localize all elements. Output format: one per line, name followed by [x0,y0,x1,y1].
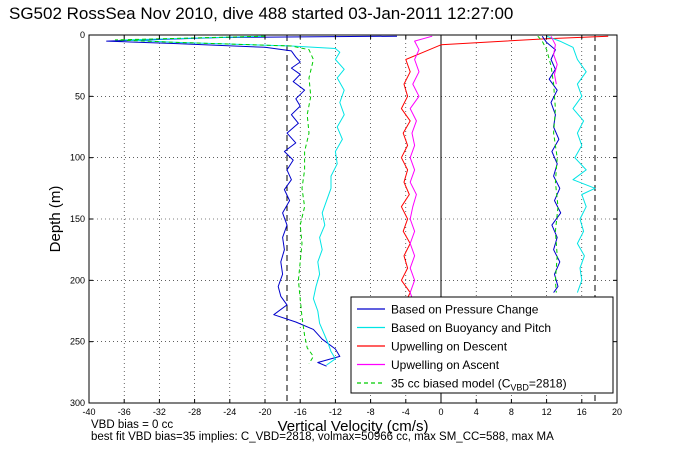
series-descent-line [400,35,609,342]
series-buoyancy-line [546,35,596,293]
series-model-line [114,35,314,364]
legend: Based on Pressure Change Based on Buoyanc… [350,296,614,394]
x-axis-ticks: -40 -36 -32 -28 -24 -20 -16 -12 -8 -4 0 4 8 12 16 20 [82,35,622,417]
x-tick-label: -36 [118,407,131,417]
series-ascent-line [550,35,558,85]
series-buoyancy-line [123,35,345,366]
x-tick-label: -32 [153,407,166,417]
x-tick-label: -20 [258,407,271,417]
chart-title: SG502 RossSea Nov 2010, dive 488 started… [9,4,514,23]
legend-label-buoyancy: Based on Buoyancy and Pitch [391,321,551,335]
series-pressure-line [106,35,398,367]
y-tick-label: 100 [70,153,85,163]
x-tick-label: -8 [367,407,375,417]
x-tick-label: 4 [474,407,479,417]
x-tick-label: 0 [438,407,443,417]
y-tick-label: 300 [70,398,85,408]
legend-box [350,296,614,394]
x-tick-label: -28 [188,407,201,417]
y-tick-label: 250 [70,337,85,347]
x-axis-label: Vertical Velocity (cm/s) [278,418,429,435]
x-tick-label: 16 [577,407,587,417]
y-axis-ticks: 0 50 100 150 200 250 300 [70,30,617,408]
legend-label-pressure: Based on Pressure Change [391,303,539,317]
x-tick-label: 20 [612,407,622,417]
footer-vbd-bias: VBD bias = 0 cc [91,419,174,431]
y-axis-label: Depth (m) [47,186,64,253]
x-tick-label: -40 [82,407,95,417]
series-model-line [537,35,559,293]
x-tick-label: 12 [542,407,552,417]
y-tick-label: 200 [70,275,85,285]
y-tick-label: 150 [70,214,85,224]
x-tick-label: -4 [402,407,410,417]
x-tick-label: -24 [223,407,236,417]
series-pressure-line [541,35,562,293]
x-tick-label: 8 [509,407,514,417]
x-tick-label: -16 [294,407,307,417]
footer-best-fit: best fit VBD bias=35 implies: C_VBD=2818… [91,431,554,443]
legend-label-descent: Upwelling on Descent [391,340,508,354]
x-tick-label: -12 [329,407,342,417]
legend-label-model: 35 cc biased model (CVBD=2818) [391,377,567,393]
y-tick-label: 0 [80,30,85,40]
y-tick-label: 50 [75,91,85,101]
legend-label-ascent: Upwelling on Ascent [391,358,500,372]
